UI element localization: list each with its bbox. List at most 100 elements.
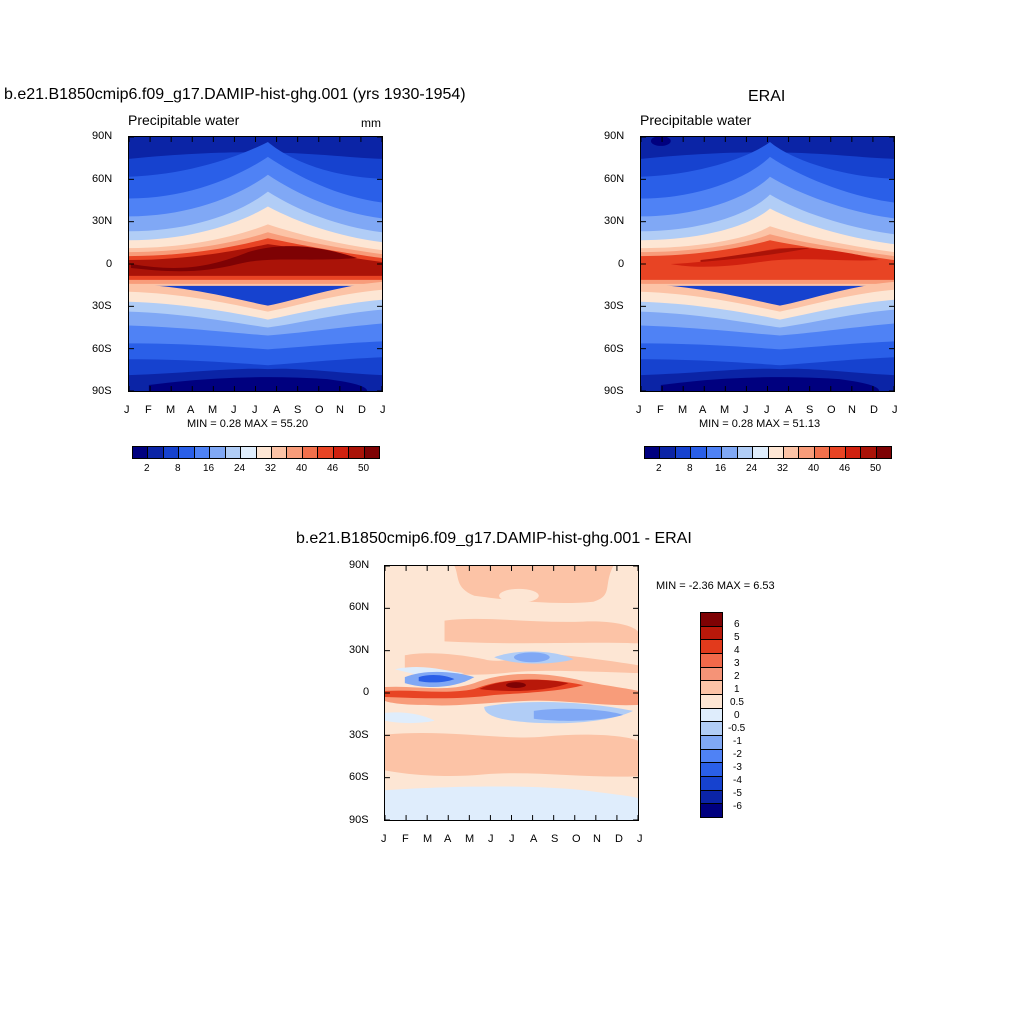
- cbar3-label-3: 3: [734, 658, 740, 669]
- panel3-15s-blue-core: [533, 708, 624, 721]
- panel2-title: ERAI: [748, 88, 786, 105]
- cbar1-swatch-0: [133, 447, 149, 458]
- panel1-xtick-jan: J: [124, 404, 130, 416]
- cbar1-label-32: 32: [265, 463, 277, 474]
- panel3-min-max: MIN = -2.36 MAX = 6.53: [656, 580, 775, 592]
- cbar1-swatch-4: [194, 447, 211, 458]
- cbar1-swatch-2: [163, 447, 180, 458]
- panel3-ytick-60s: 60S: [349, 771, 369, 783]
- panel1-band-52: [130, 246, 358, 272]
- panel3-jul-max-core: [506, 682, 526, 689]
- panel2-ytick-90n: 90N: [604, 130, 625, 142]
- cbar2-swatch-9: [783, 447, 800, 458]
- panel1-xtick-aug: A: [273, 404, 281, 416]
- panel3-xtick-jun: J: [488, 833, 494, 845]
- panel1-title: b.e21.B1850cmip6.f09_g17.DAMIP-hist-ghg.…: [4, 86, 466, 103]
- cbar1-label-2: 2: [144, 463, 150, 474]
- panel2-ytick-90s: 90S: [604, 385, 624, 397]
- panel3-xtick-mar: M: [423, 833, 433, 845]
- cbar2-label-8: 8: [687, 463, 693, 474]
- panel3-30n-blue-3: [513, 652, 550, 663]
- cbar3-label-neg-1: -1: [733, 736, 742, 747]
- cbar2-swatch-6: [737, 447, 754, 458]
- panel3-xtick-may: M: [465, 833, 475, 845]
- panel1-xtick-jul: J: [252, 404, 258, 416]
- panel3-colorbar: [700, 612, 723, 818]
- cbar3-swatch-4: [701, 667, 722, 682]
- cbar2-swatch-13: [845, 447, 862, 458]
- cbar3-label-4: 4: [734, 645, 740, 656]
- cbar1-swatch-13: [333, 447, 350, 458]
- panel2-ytick-30n: 30N: [604, 215, 625, 227]
- panel3-xtick-oct: O: [572, 833, 581, 845]
- panel1-ytick-60n: 60N: [92, 173, 113, 185]
- panel3-xticks: J F M A M J J A S O N D J: [378, 833, 648, 847]
- panel2-colorbar-labels: 2 8 16 24 32 40 46 50: [644, 463, 892, 475]
- panel2-xtick-jun: J: [743, 404, 749, 416]
- panel2-south-band-2: [660, 377, 880, 391]
- panel2-xtick-aug: A: [785, 404, 793, 416]
- panel2-band-48: [670, 247, 880, 267]
- panel1-xticks: J F M A M J J A S O N D J: [122, 404, 392, 418]
- panel2-variable-label: Precipitable water: [640, 112, 752, 128]
- panel3-xtick-apr: A: [444, 833, 452, 845]
- panel3-xtick-sep: S: [551, 833, 559, 845]
- panel3-xtick-jul: J: [509, 833, 515, 845]
- panel3-field: [385, 566, 638, 820]
- cbar1-label-8: 8: [175, 463, 181, 474]
- panel1-xtick-dec: D: [358, 404, 366, 416]
- panel2-ytick-0: 0: [618, 258, 625, 270]
- panel2-xtick-jul: J: [764, 404, 770, 416]
- panel3-colorbar-labels: 6 5 4 3 2 1 0.5 0 -0.5 -1 -2 -3 -4 -5 -6: [728, 612, 770, 818]
- cbar2-swatch-4: [706, 447, 723, 458]
- panel3-xtick-aug: A: [530, 833, 538, 845]
- panel2-xtick-feb: F: [657, 404, 664, 416]
- panel3-xtick-nov: N: [593, 833, 601, 845]
- panel3-xtick-jan-end: J: [637, 833, 643, 845]
- panel1-xtick-oct: O: [315, 404, 324, 416]
- panel2-xtick-jan-end: J: [892, 404, 898, 416]
- panel2-plot: [640, 136, 895, 392]
- cbar3-label-neg-5: -5: [733, 788, 742, 799]
- cbar2-swatch-0: [645, 447, 661, 458]
- panel3-ytick-0: 0: [363, 686, 370, 698]
- cbar1-swatch-14: [349, 447, 365, 458]
- cbar3-swatch-6: [701, 695, 722, 709]
- panel3-30n-patch: [404, 653, 638, 675]
- panel1-colorbar-labels: 2 8 16 24 32 40 46 50: [132, 463, 380, 475]
- cbar3-label-neg-4: -4: [733, 775, 742, 786]
- cbar2-swatch-10: [799, 447, 815, 458]
- panel1-south-band-2: [148, 377, 368, 391]
- cbar2-label-50: 50: [870, 463, 882, 474]
- cbar3-label-neg-3: -3: [733, 762, 742, 773]
- cbar1-swatch-7: [241, 447, 257, 458]
- panel1-ytick-90s: 90S: [92, 385, 112, 397]
- panel1-ytick-30n: 30N: [92, 215, 113, 227]
- panel3-ytick-30n: 30N: [349, 644, 370, 656]
- cbar3-label-neg-0-5: -0.5: [728, 723, 746, 734]
- cbar3-label-neg-2: -2: [733, 749, 742, 760]
- cbar1-swatch-15: [364, 447, 379, 458]
- cbar1-swatch-5: [210, 447, 226, 458]
- panel1-ytick-60s: 60S: [92, 343, 112, 355]
- cbar3-swatch-14: [701, 804, 722, 818]
- cbar2-label-32: 32: [777, 463, 789, 474]
- cbar3-label-2: 2: [734, 671, 740, 682]
- cbar1-swatch-12: [318, 447, 334, 458]
- cbar2-swatch-7: [753, 447, 769, 458]
- cbar1-label-40: 40: [296, 463, 308, 474]
- cbar2-label-2: 2: [656, 463, 662, 474]
- cbar2-swatch-8: [768, 447, 784, 458]
- cbar1-swatch-1: [148, 447, 164, 458]
- panel2-min-max: MIN = 0.28 MAX = 51.13: [699, 418, 821, 430]
- cbar3-swatch-12: [701, 777, 722, 791]
- panel2-ytick-60n: 60N: [604, 173, 625, 185]
- panel2-xtick-oct: O: [827, 404, 836, 416]
- cbar3-label-6: 6: [734, 619, 740, 630]
- cbar2-label-16: 16: [715, 463, 727, 474]
- panel3-title: b.e21.B1850cmip6.f09_g17.DAMIP-hist-ghg.…: [296, 530, 692, 547]
- cbar3-swatch-2: [701, 640, 722, 655]
- cbar1-label-50: 50: [358, 463, 370, 474]
- cbar1-label-24: 24: [234, 463, 246, 474]
- cbar3-swatch-7: [701, 708, 722, 723]
